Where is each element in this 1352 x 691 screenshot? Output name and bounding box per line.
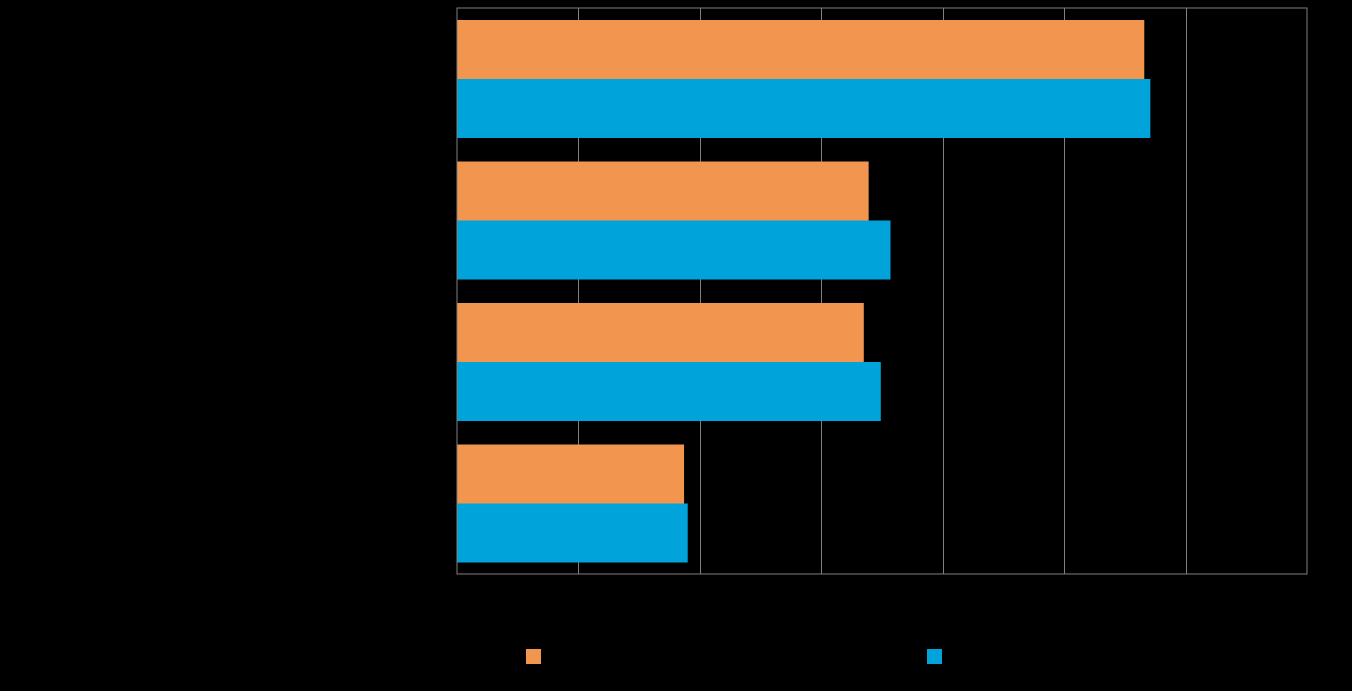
bar-series-2-category-2 — [457, 220, 891, 280]
bar-series-2-category-3 — [457, 362, 881, 421]
legend — [526, 649, 942, 664]
bar-series-2-category-4 — [457, 503, 688, 563]
bar-series-1-category-4 — [457, 444, 685, 504]
bar-series-1-category-3 — [457, 303, 864, 362]
bar-series-1-category-1 — [457, 20, 1145, 79]
legend-swatch-series-2 — [927, 649, 942, 664]
legend-swatch-series-1 — [526, 649, 541, 664]
bar-series-2-category-1 — [457, 79, 1151, 138]
bars-group — [457, 20, 1151, 563]
plot-area-frame — [456, 7, 1308, 575]
bar-series-1-category-2 — [457, 161, 869, 221]
